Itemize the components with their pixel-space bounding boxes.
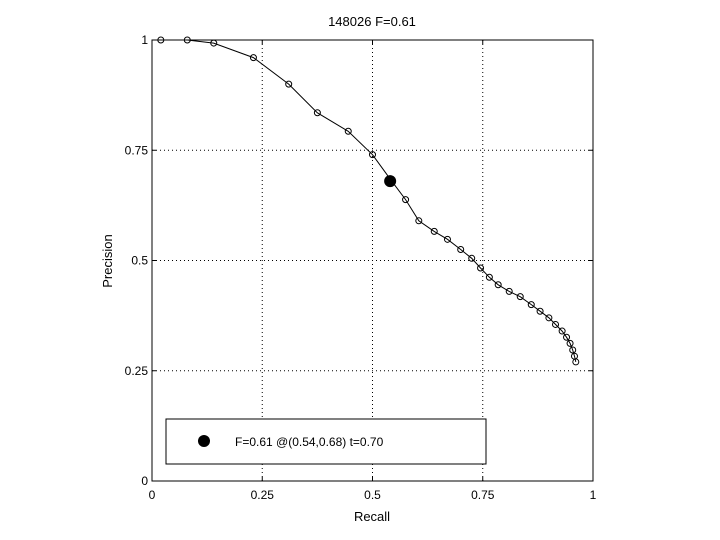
x-tick-label: 1: [590, 488, 597, 502]
pr-curve-point: [558, 327, 566, 335]
pr-curve-point: [285, 80, 293, 88]
y-tick-label: 0.25: [125, 364, 149, 378]
pr-curve-point: [569, 346, 577, 354]
x-axis-label: Recall: [354, 509, 390, 524]
x-tick-label: 0.25: [251, 488, 275, 502]
chart-title: 148026 F=0.61: [328, 14, 416, 29]
pr-curve-point: [572, 358, 580, 366]
pr-curve-point: [249, 54, 257, 62]
pr-curve-point: [369, 151, 376, 159]
y-tick-label: 0.5: [131, 254, 148, 268]
pr-curve-point: [468, 254, 476, 262]
legend-label: F=0.61 @(0.54,0.68) t=0.70: [235, 435, 384, 449]
pr-curve-point: [477, 264, 485, 272]
pr-curve-point: [536, 307, 544, 315]
curve-layer: [157, 36, 580, 366]
pr-curve-point: [505, 287, 513, 295]
tick-layer: 0 0.25 0.5 0.75 1 0 0.25 0.5 0.75 1: [125, 33, 597, 502]
pr-curve-point: [402, 196, 410, 204]
y-tick-label: 1: [141, 33, 148, 47]
legend-box: [165, 418, 487, 465]
legend-marker: [198, 435, 210, 447]
pr-curve-point: [430, 227, 438, 235]
y-tick-label: 0: [141, 474, 148, 488]
pr-curve-point: [443, 235, 451, 243]
pr-curve-point: [527, 301, 535, 309]
best-f-point: [384, 175, 397, 188]
y-tick-label: 0.75: [125, 143, 149, 157]
y-axis-label: Precision: [100, 234, 115, 287]
pr-curve-point: [552, 320, 560, 328]
pr-curve-line: [160, 39, 577, 363]
pr-curve-point: [313, 109, 321, 117]
legend: F=0.61 @(0.54,0.68) t=0.70: [165, 418, 487, 465]
x-tick-label: 0: [149, 488, 156, 502]
x-tick-label: 0.5: [364, 488, 381, 502]
pr-curve-point: [545, 314, 553, 322]
x-tick-label: 0.75: [471, 488, 495, 502]
pr-curve-point: [485, 273, 493, 281]
pr-curve-point: [415, 217, 423, 225]
pr-curve-point: [566, 339, 574, 347]
grid-layer: [152, 40, 593, 481]
pr-curve-point: [563, 333, 571, 341]
pr-curve-point: [516, 293, 524, 301]
pr-curve-point: [344, 127, 352, 135]
pr-curve-point: [494, 281, 502, 289]
pr-curve-point: [457, 245, 465, 253]
